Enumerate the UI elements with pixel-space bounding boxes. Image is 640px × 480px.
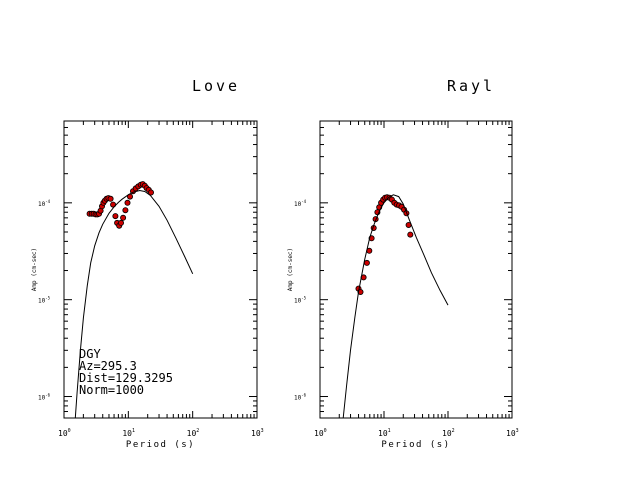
observed-point <box>407 231 414 238</box>
x-tick-exponent: 2 <box>196 428 199 434</box>
observed-point <box>107 195 114 202</box>
y-tick-exponent: -5 <box>45 296 50 301</box>
observed-point <box>118 219 125 226</box>
y-tick-exponent: -5 <box>301 296 306 301</box>
x-tick-label: 101 <box>122 428 135 438</box>
x-tick-base: 10 <box>58 429 68 438</box>
x-tick-base: 10 <box>187 429 197 438</box>
x-axis-label: Period (s) <box>126 440 195 450</box>
panel-title: Love <box>192 77 240 95</box>
y-tick-exponent: -4 <box>301 199 306 204</box>
y-axis-label: Amp (cm-sec) <box>287 248 294 291</box>
x-tick-base: 10 <box>122 429 132 438</box>
x-tick-label: 103 <box>251 428 264 438</box>
x-tick-label: 103 <box>506 428 519 438</box>
y-tick-exponent: -6 <box>301 393 306 398</box>
x-tick-base: 10 <box>378 429 388 438</box>
station-info-line: Norm=1000 <box>79 383 144 397</box>
y-tick-base: 10 <box>294 201 302 208</box>
x-tick-base: 10 <box>251 429 261 438</box>
x-tick-base: 10 <box>506 429 516 438</box>
y-tick-base: 10 <box>38 298 46 305</box>
x-tick-label: 101 <box>378 428 391 438</box>
y-tick-exponent: -4 <box>45 199 50 204</box>
x-tick-label: 102 <box>442 428 455 438</box>
x-tick-exponent: 0 <box>324 428 327 434</box>
observed-point <box>147 189 154 196</box>
observed-point <box>363 259 370 266</box>
y-tick-label: 10-5 <box>294 296 307 305</box>
x-tick-base: 10 <box>442 429 452 438</box>
y-tick-label: 10-4 <box>294 199 307 208</box>
x-tick-exponent: 0 <box>68 428 71 434</box>
y-tick-label: 10-4 <box>38 199 51 208</box>
y-tick-base: 10 <box>294 298 302 305</box>
y-tick-exponent: -6 <box>45 393 50 398</box>
station-info-line: DGY <box>79 347 101 361</box>
y-axis-label: Amp (cm-sec) <box>31 248 38 291</box>
plot-frame <box>319 120 513 419</box>
observed-point <box>124 199 131 206</box>
observed-point <box>122 207 129 214</box>
x-tick-label: 102 <box>187 428 200 438</box>
x-tick-exponent: 1 <box>132 428 135 434</box>
y-tick-base: 10 <box>294 395 302 402</box>
station-info-line: Dist=129.3295 <box>79 371 173 385</box>
y-tick-label: 10-6 <box>294 393 307 402</box>
x-tick-exponent: 2 <box>452 428 455 434</box>
x-tick-exponent: 1 <box>388 428 391 434</box>
x-tick-label: 100 <box>58 428 71 438</box>
station-info-line: Az=295.3 <box>79 359 137 373</box>
synthetic-curve <box>74 189 194 418</box>
synthetic-curve <box>342 194 449 418</box>
x-axis-label: Period (s) <box>381 440 450 450</box>
observed-point <box>112 213 119 220</box>
y-tick-base: 10 <box>38 201 46 208</box>
observed-point <box>120 214 127 221</box>
y-tick-label: 10-5 <box>38 296 51 305</box>
plot-frame <box>63 120 258 419</box>
x-tick-exponent: 3 <box>261 428 264 434</box>
y-tick-label: 10-6 <box>38 393 51 402</box>
panel-title: Rayl <box>447 77 495 95</box>
y-tick-base: 10 <box>38 395 46 402</box>
x-tick-label: 100 <box>314 428 327 438</box>
x-tick-exponent: 3 <box>516 428 519 434</box>
x-tick-base: 10 <box>314 429 324 438</box>
